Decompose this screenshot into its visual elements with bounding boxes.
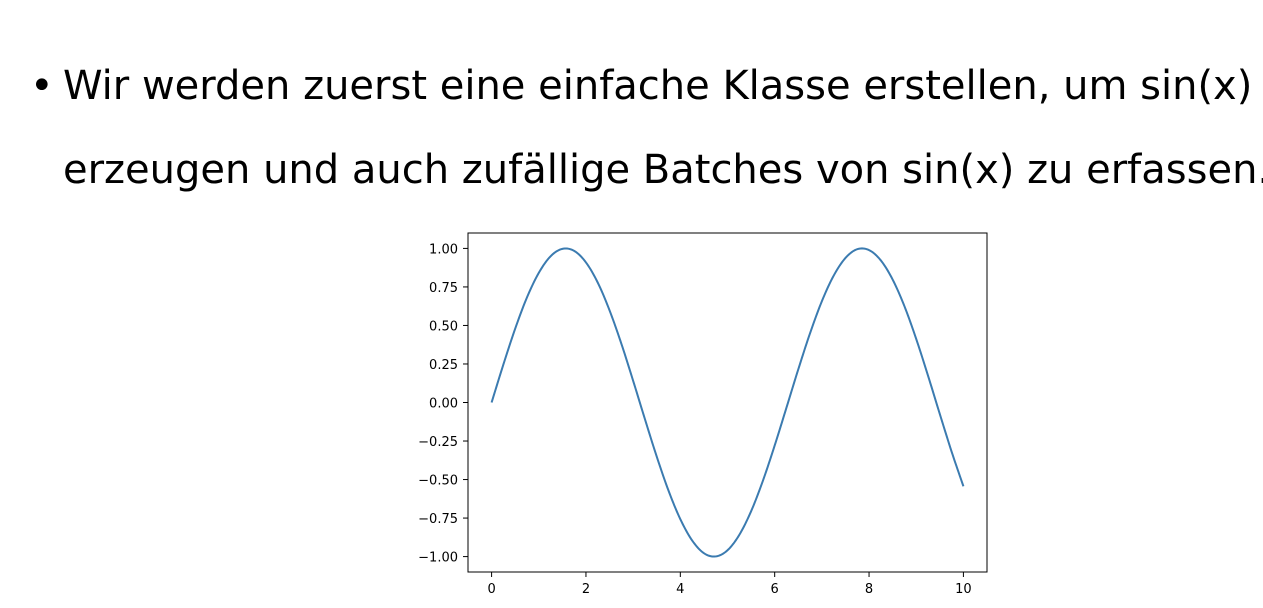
bullet-text-block: • Wir werden zuerst eine einfache Klasse … <box>30 44 1263 212</box>
y-axis: 1.00 0.75 0.50 0.25 0.00 −0.25 −0.50 −0.75 −1.00 <box>418 242 468 566</box>
chart-svg: 1.00 0.75 0.50 0.25 0.00 −0.25 −0.50 −0.75 −1.00… <box>418 232 988 597</box>
y-tick-label: 0.25 <box>429 358 458 373</box>
y-tick-label: −1.00 <box>418 551 458 566</box>
bullet-line-1: • Wir werden zuerst eine einfache Klasse … <box>30 44 1263 128</box>
x-tick-label: 10 <box>955 582 972 597</box>
y-tick-label: 0.00 <box>429 397 458 412</box>
x-axis: 0 2 4 6 8 10 <box>487 572 972 597</box>
bullet-dot: • <box>30 63 54 109</box>
y-tick-label: 0.75 <box>429 281 458 296</box>
x-tick-label: 2 <box>582 582 590 597</box>
plot-area-frame <box>467 232 988 573</box>
series-line-sin <box>490 247 965 558</box>
y-tick-label: 0.50 <box>429 319 458 334</box>
bullet-text-line-2: erzeugen und auch zufällige Batches von … <box>63 147 1263 193</box>
x-tick-label: 0 <box>487 582 495 597</box>
y-tick-label: 1.00 <box>429 242 458 257</box>
sine-chart: 1.00 0.75 0.50 0.25 0.00 −0.25 −0.50 −0.75 −1.00… <box>390 225 1000 604</box>
y-tick-label: −0.50 <box>418 474 458 489</box>
y-tick-label: −0.75 <box>418 512 458 527</box>
y-tick-label: −0.25 <box>418 435 458 450</box>
x-tick-label: 6 <box>771 582 779 597</box>
x-tick-label: 8 <box>865 582 873 597</box>
bullet-text-line-1: Wir werden zuerst eine einfache Klasse e… <box>63 63 1263 109</box>
x-tick-label: 4 <box>676 582 684 597</box>
